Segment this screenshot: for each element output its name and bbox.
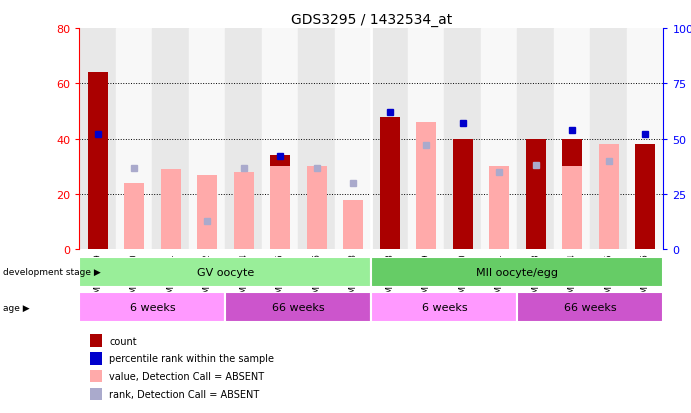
Bar [408,29,444,250]
Text: 6 weeks: 6 weeks [422,302,467,312]
Bar [598,145,618,250]
Text: age ▶: age ▶ [3,303,30,312]
Text: 6 weeks: 6 weeks [130,302,176,312]
Bar [489,167,509,250]
Bar [562,167,582,250]
Bar [627,29,663,250]
Bar [270,156,290,250]
Bar [444,29,481,250]
Bar [116,29,153,250]
Bar [416,123,436,250]
Bar [343,200,363,250]
Text: development stage ▶: development stage ▶ [3,268,101,277]
Bar [562,140,582,250]
Bar [189,29,225,250]
Text: MII oocyte/egg: MII oocyte/egg [476,267,558,277]
Bar [234,173,254,250]
Bar [335,29,371,250]
Bar [481,29,518,250]
Bar [88,73,108,250]
Bar [518,292,663,322]
Title: GDS3295 / 1432534_at: GDS3295 / 1432534_at [291,12,452,26]
Bar [635,145,655,250]
Bar [518,29,554,250]
Bar [372,292,518,322]
Bar [371,29,408,250]
Bar [197,242,217,250]
Bar [262,29,299,250]
Text: 66 weeks: 66 weeks [272,302,325,312]
Bar [79,257,372,287]
Bar [590,29,627,250]
Bar [299,29,335,250]
Bar [526,140,546,250]
Text: GV oocyte: GV oocyte [197,267,254,277]
Text: count: count [109,336,137,346]
Bar [453,140,473,250]
Bar [270,167,290,250]
Bar [79,29,116,250]
Text: value, Detection Call = ABSENT: value, Detection Call = ABSENT [109,371,264,381]
Bar [372,257,663,287]
Bar [79,292,225,322]
Bar [197,175,217,250]
Bar [161,170,181,250]
Text: percentile rank within the sample: percentile rank within the sample [109,354,274,363]
Bar [153,29,189,250]
Bar [379,117,399,250]
Text: rank, Detection Call = ABSENT: rank, Detection Call = ABSENT [109,389,259,399]
Bar [225,29,262,250]
Text: 66 weeks: 66 weeks [564,302,616,312]
Bar [554,29,590,250]
Bar [307,167,327,250]
Bar [124,183,144,250]
Bar [225,292,372,322]
